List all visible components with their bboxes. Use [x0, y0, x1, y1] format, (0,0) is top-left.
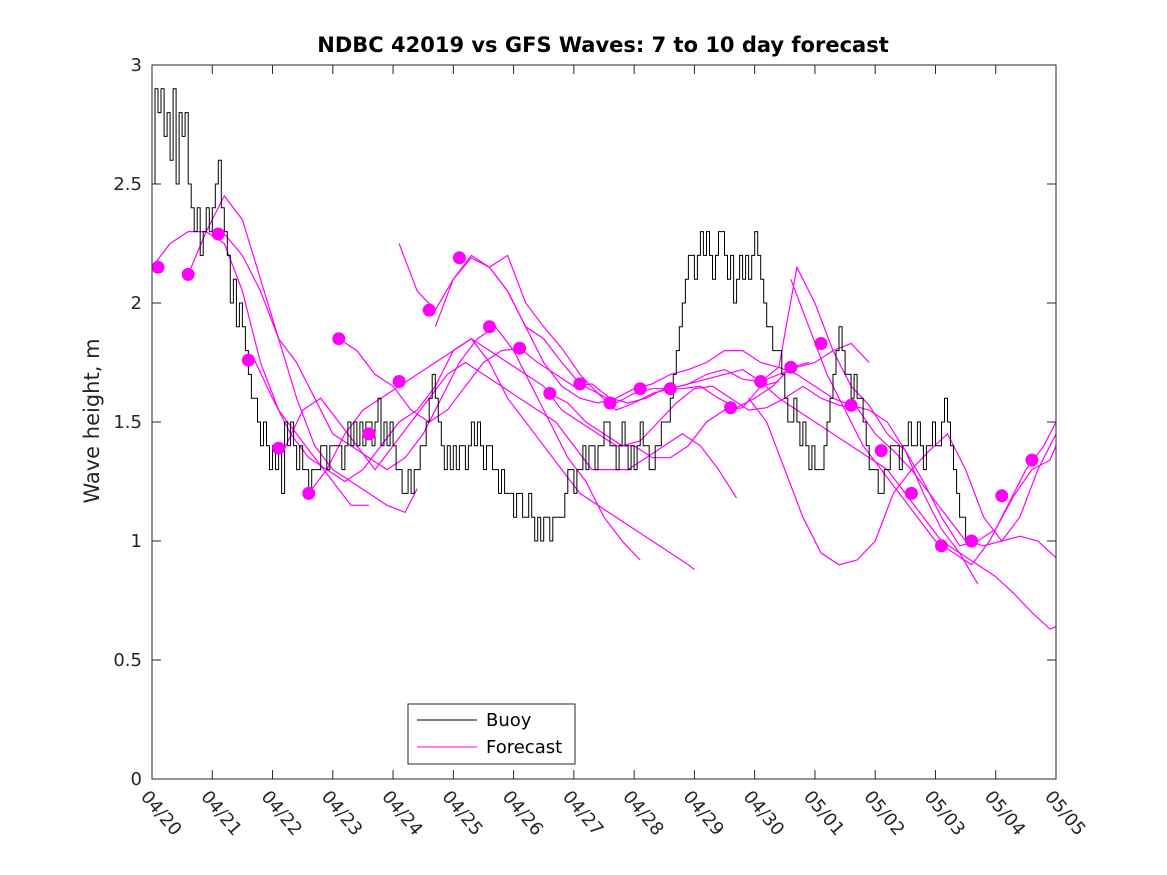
y-tick-label: 0 [131, 769, 142, 790]
legend-box [407, 703, 576, 765]
forecast-marker [814, 337, 828, 350]
forecast-line-14 [748, 397, 1056, 566]
forecast-marker [573, 377, 587, 391]
forecast-marker [1025, 453, 1039, 467]
forecast-line-6 [308, 337, 779, 494]
forecast-line-3 [223, 233, 641, 561]
plot-area [152, 88, 1056, 630]
y-tick-label: 2 [131, 293, 142, 314]
forecast-marker [302, 486, 316, 500]
forecast-marker [874, 444, 888, 458]
forecast-marker [724, 401, 738, 415]
y-tick-label: 1 [131, 531, 142, 552]
legend-forecast-label: Forecast [486, 737, 562, 758]
series-group [152, 88, 1056, 630]
forecast-marker [152, 260, 165, 274]
forecast-line-4 [253, 337, 695, 571]
forecast-marker [904, 486, 918, 500]
forecast-marker [211, 227, 225, 241]
forecast-marker [663, 382, 677, 396]
forecast-marker [181, 267, 195, 281]
y-tick-label: 0.5 [113, 650, 142, 671]
forecast-line-13 [790, 278, 1056, 566]
y-tick-label: 3 [131, 55, 142, 76]
forecast-marker [332, 332, 346, 346]
forecast-marker [754, 375, 768, 388]
forecast-marker [844, 398, 858, 412]
forecast-marker [241, 353, 255, 367]
y-axis-label: Wave height, m [80, 338, 104, 503]
forecast-marker [392, 375, 406, 388]
forecast-marker [362, 427, 376, 441]
forecast-marker [543, 386, 557, 400]
forecast-marker [995, 489, 1009, 503]
forecast-marker [965, 534, 979, 548]
forecast-line-1 [152, 231, 369, 506]
forecast-marker [422, 303, 436, 317]
forecast-marker [513, 341, 527, 355]
chart-title: NDBC 42019 vs GFS Waves: 7 to 10 day for… [317, 33, 888, 57]
forecast-marker [784, 360, 798, 374]
forecast-marker [633, 382, 647, 396]
forecast-marker [272, 441, 286, 455]
forecast-marker [483, 320, 496, 334]
forecast-line-9 [434, 254, 979, 585]
legend-buoy-label: Buoy [486, 710, 532, 731]
y-tick-label: 2.5 [113, 174, 142, 195]
forecast-marker [935, 539, 948, 553]
y-tick-label: 1.5 [113, 412, 142, 433]
forecast-line-10 [489, 254, 1056, 630]
legend: Buoy Forecast [407, 703, 576, 765]
forecast-line-2 [187, 194, 418, 514]
forecast-marker [452, 251, 466, 265]
forecast-line-5 [284, 361, 738, 499]
buoy-line [152, 88, 972, 542]
forecast-marker [603, 396, 617, 410]
